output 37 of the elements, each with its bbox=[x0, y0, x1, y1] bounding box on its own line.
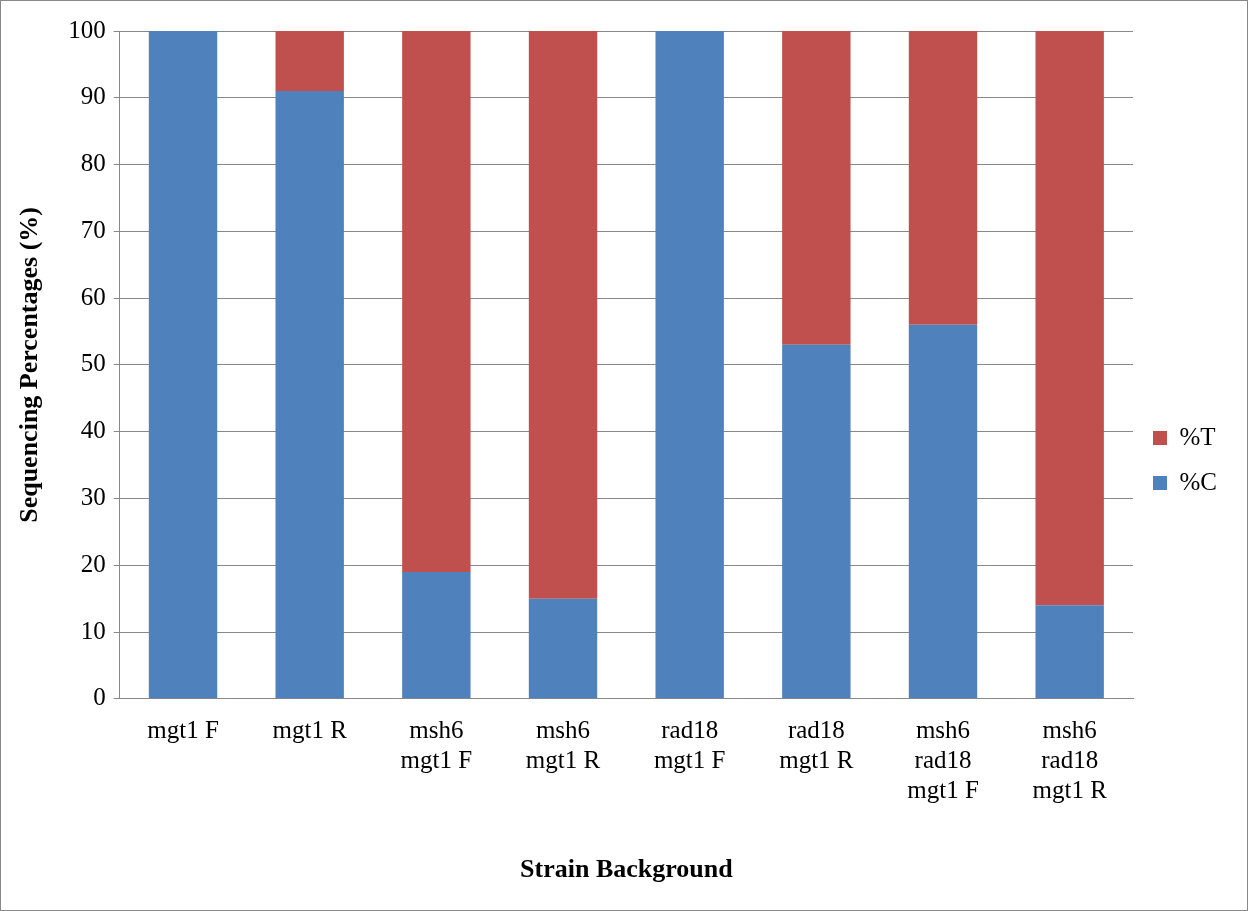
bar bbox=[275, 31, 344, 92]
x-tick-label: mgt1 R bbox=[272, 716, 348, 744]
x-tick-label: mgt1 F bbox=[147, 716, 219, 744]
x-tick-label: msh6 rad18 mgt1 R bbox=[1032, 716, 1108, 804]
x-tick-label: msh6 rad18 mgt1 F bbox=[907, 716, 979, 804]
y-tick-label: 40 bbox=[80, 416, 106, 444]
legend-label: %C bbox=[1179, 467, 1217, 495]
bar bbox=[908, 31, 978, 325]
y-tick-label: 80 bbox=[80, 149, 106, 177]
y-tick-label: 70 bbox=[80, 215, 106, 243]
y-tick-label: 20 bbox=[80, 549, 106, 577]
bar bbox=[1035, 31, 1104, 606]
y-axis-title: Sequencing Percentages (%) bbox=[14, 206, 44, 523]
y-tick-label: 50 bbox=[80, 349, 106, 377]
y-tick-label: 0 bbox=[93, 683, 106, 711]
bar bbox=[782, 31, 851, 345]
x-tick-label: msh6 mgt1 R bbox=[525, 716, 601, 774]
bar bbox=[402, 31, 471, 572]
x-tick-label: rad18 mgt1 R bbox=[779, 716, 854, 774]
y-tick-label: 30 bbox=[80, 483, 106, 511]
legend-label: %T bbox=[1179, 422, 1216, 450]
x-tick-label: msh6 mgt1 F bbox=[400, 716, 473, 774]
y-tick-label: 10 bbox=[80, 616, 106, 644]
bar bbox=[275, 91, 344, 699]
bar bbox=[528, 598, 598, 699]
bar bbox=[1035, 605, 1104, 699]
bar bbox=[908, 324, 978, 699]
x-axis-title: Strain Background bbox=[520, 854, 734, 884]
x-tick-label: rad18 mgt1 F bbox=[653, 716, 726, 774]
bar bbox=[655, 31, 724, 699]
y-tick-label: 60 bbox=[80, 282, 106, 310]
bar bbox=[528, 31, 598, 599]
bar bbox=[402, 571, 471, 699]
bar bbox=[148, 31, 218, 699]
y-tick-label: 90 bbox=[80, 82, 106, 110]
bar bbox=[782, 344, 851, 699]
y-tick-label: 100 bbox=[68, 15, 106, 43]
